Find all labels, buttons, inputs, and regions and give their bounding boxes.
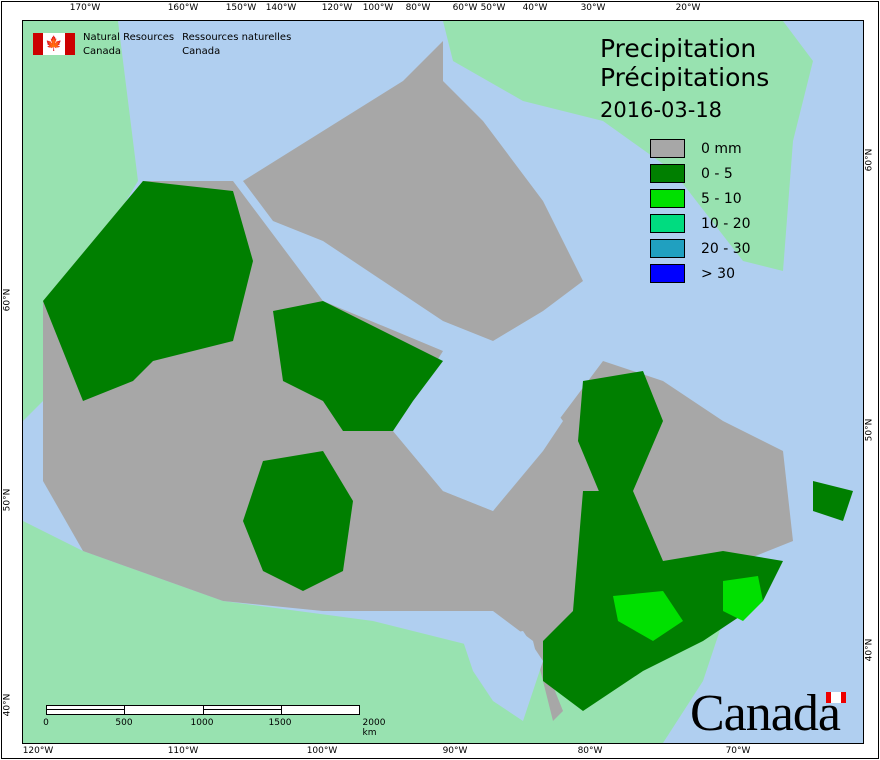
canada-wordmark: Canada [690,685,841,742]
legend-swatch [650,214,685,233]
legend-item: 0 mm [650,136,751,161]
precip-nunavut [273,301,443,431]
top-tick-label: 80°W [405,3,431,13]
bottom-tick-label: 120°W [22,746,54,756]
scale-label: 500 [115,718,133,728]
legend: 0 mm 0 - 5 5 - 10 10 - 20 20 - 30 > 30 [650,136,751,286]
bottom-tick-label: 110°W [167,746,199,756]
org-name-fr: Ressources naturelles [182,32,292,43]
top-tick-label: 120°W [321,3,353,13]
scale-label: 1000 [190,718,214,728]
legend-swatch [650,264,685,283]
precip-5-10-maritimes [723,576,763,621]
legend-item: 0 - 5 [650,161,751,186]
legend-swatch [650,139,685,158]
map-date: 2016-03-18 [600,98,723,122]
map-svg [23,21,863,743]
title-fr: Précipitations [600,63,770,92]
top-tick-label: 20°W [675,3,701,13]
bottom-tick-label: 70°W [725,746,751,756]
top-tick-label: 30°W [580,3,606,13]
great-lakes [463,631,543,721]
scale-bar: 0 500 1000 1500 2000 km [43,705,385,738]
right-tick-label: 50°N [864,418,875,442]
precip-5-10 [613,591,683,641]
top-tick-label: 50°W [480,3,506,13]
bottom-tick-label: 100°W [306,746,338,756]
legend-swatch [650,189,685,208]
legend-label: 10 - 20 [701,215,751,232]
org-country-fr: Canada [182,46,221,57]
org-name-en: Natural Resources [83,32,175,43]
right-tick-label: 40°N [864,638,875,662]
map-title: Precipitation Précipitations [600,34,769,92]
legend-label: 5 - 10 [701,190,742,207]
nrcan-signature: 🍁 Natural Resources Canada Ressources nat… [33,31,291,59]
bottom-tick-label: 90°W [442,746,468,756]
left-tick-label: 60°N [2,288,13,312]
left-tick-label: 40°N [2,693,13,717]
top-tick-label: 40°W [522,3,548,13]
legend-item: 5 - 10 [650,186,751,211]
precip-yukon [43,181,253,401]
hudson-bay [393,361,563,511]
legend-label: > 30 [701,265,735,282]
org-country-en: Canada [83,46,122,57]
top-tick-label: 100°W [362,3,394,13]
greenland-land [443,21,813,271]
legend-swatch [650,239,685,258]
bottom-tick-label: 80°W [577,746,603,756]
scale-label: 1500 [268,718,292,728]
right-tick-label: 60°N [864,148,875,172]
top-tick-label: 160°W [167,3,199,13]
title-en: Precipitation [600,34,757,63]
arctic-archipelago [243,41,583,341]
top-tick-label: 60°W [452,3,478,13]
precip-prairies [243,451,353,591]
legend-item: 10 - 20 [650,211,751,236]
canada-flag-icon: 🍁 [33,33,75,55]
map-canvas[interactable]: 🍁 Natural Resources Canada Ressources nat… [22,20,864,744]
wordmark-flag-icon [826,692,846,703]
legend-label: 0 mm [701,140,742,157]
legend-label: 20 - 30 [701,240,751,257]
scale-label: 2000 km [362,718,386,738]
top-tick-label: 150°W [225,3,257,13]
legend-item: > 30 [650,261,751,286]
legend-label: 0 - 5 [701,165,733,182]
precip-newfoundland [813,481,853,521]
top-tick-label: 170°W [69,3,101,13]
legend-item: 20 - 30 [650,236,751,261]
top-tick-label: 140°W [265,3,297,13]
precip-quebec-north [578,371,663,501]
scale-label: 0 [43,718,49,728]
left-tick-label: 50°N [2,488,13,512]
legend-swatch [650,164,685,183]
